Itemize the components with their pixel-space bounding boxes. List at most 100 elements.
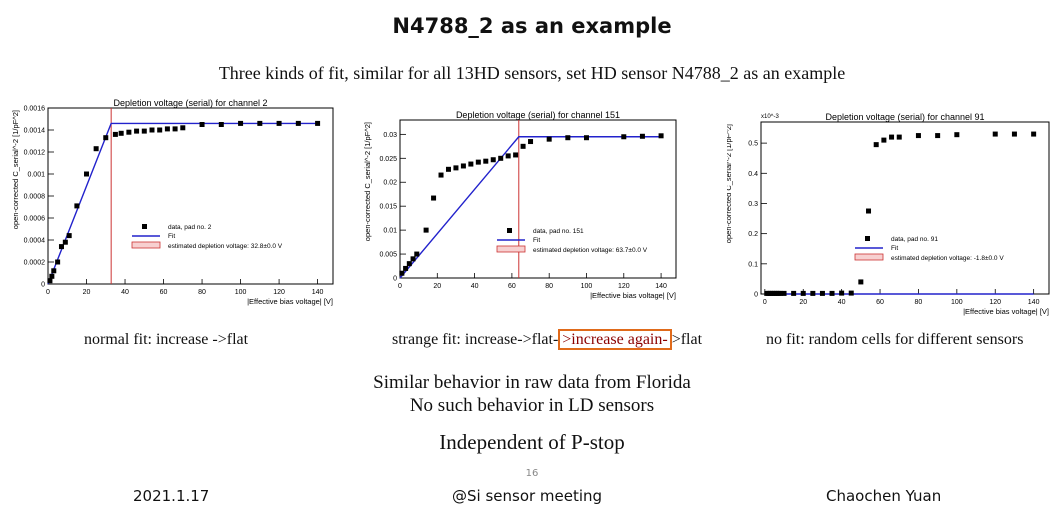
y-axis-label: open-corrected C_serial^-2 [1/pF^2] (727, 124, 733, 243)
data-point (513, 152, 519, 158)
legend-label-fit: Fit (891, 245, 898, 252)
data-point (93, 146, 99, 152)
x-tick-label: 20 (433, 283, 441, 290)
x-tick-label: 80 (198, 289, 206, 296)
note-ld-sensors: No such behavior in LD sensors (409, 395, 655, 416)
legend-marker-depletion (854, 253, 884, 261)
chart-svg-channel-91: Depletion voltage (serial) for channel 9… (727, 112, 1050, 316)
chart-channel-91: Depletion voltage (serial) for channel 9… (727, 110, 1057, 318)
legend-label-depletion: estimated depletion voltage: 63.7±0.0 V (533, 247, 648, 254)
caption-no-fit: no fit: random cells for different senso… (766, 331, 1024, 348)
x-tick-label: 20 (799, 299, 807, 306)
x-axis-label: |Effective bias voltage| [V] (590, 291, 676, 300)
data-point (528, 139, 534, 145)
chart-title: Depletion voltage (serial) for channel 2 (113, 98, 267, 108)
data-point (399, 270, 405, 276)
chart-channel-2: Depletion voltage (serial) for channel 2… (4, 96, 344, 314)
data-point (896, 134, 902, 140)
data-point (238, 120, 244, 126)
data-point (639, 133, 645, 139)
data-point (889, 134, 895, 140)
data-point (445, 166, 451, 172)
data-point (414, 251, 420, 257)
plot-frame (399, 119, 677, 279)
y-tick-label: 0.0014 (24, 128, 46, 135)
page-title: N4788_2 as an example (392, 14, 672, 38)
data-point (583, 135, 589, 141)
legend-marker-depletion (131, 241, 161, 249)
x-tick-label: 140 (312, 289, 324, 296)
y-tick-label: 0.0016 (24, 106, 46, 113)
data-point (800, 290, 806, 296)
chart-svg-channel-151: Depletion voltage (serial) for channel 1… (364, 110, 677, 300)
y-tick-label: 0.1 (748, 261, 758, 268)
data-point (1031, 131, 1037, 137)
data-point (84, 171, 90, 177)
data-point (992, 131, 998, 137)
x-tick-label: 0 (46, 289, 50, 296)
data-point (819, 290, 825, 296)
data-point (423, 227, 429, 233)
x-tick-label: 120 (273, 289, 285, 296)
chart-title: Depletion voltage (serial) for channel 9… (825, 112, 984, 122)
data-point (66, 233, 72, 239)
data-point (112, 131, 118, 137)
x-tick-label: 100 (951, 299, 963, 306)
y-tick-label: 0.4 (748, 171, 758, 178)
page-subtitle: Three kinds of fit, similar for all 13HD… (218, 63, 846, 83)
plot-frame (760, 121, 1050, 295)
data-point (565, 135, 571, 141)
data-point (935, 133, 941, 139)
chart-channel-151: Depletion voltage (serial) for channel 1… (364, 104, 689, 304)
chart-svg-channel-2: Depletion voltage (serial) for channel 2… (11, 98, 334, 306)
x-tick-label: 120 (618, 283, 630, 290)
data-point (839, 290, 845, 296)
y-axis-label: open-corrected C_serial^-2 [1/pF^2] (11, 110, 20, 229)
data-point (475, 159, 481, 165)
data-point (149, 127, 155, 133)
data-point (134, 128, 140, 134)
y-tick-label: 0.0012 (24, 150, 46, 157)
y-tick-label: 0.0004 (24, 238, 46, 245)
y-tick-label: 0.2 (748, 231, 758, 238)
x-axis-label: |Effective bias voltage| [V] (247, 297, 333, 306)
x-tick-label: 140 (1028, 299, 1040, 306)
data-point (873, 142, 879, 148)
y-tick-label: 0.02 (383, 180, 397, 187)
data-point (848, 290, 854, 296)
x-tick-label: 80 (915, 299, 923, 306)
y-tick-label: 0.5 (748, 141, 758, 148)
y-tick-label: 0 (754, 292, 758, 299)
data-point (164, 126, 170, 132)
legend-marker-data (142, 224, 147, 229)
legend-label-fit: Fit (533, 237, 540, 244)
data-point (498, 155, 504, 161)
legend-label-data: data, pad no. 2 (168, 224, 212, 231)
data-point (453, 165, 459, 171)
caption-strange-suffix: >flat (671, 331, 703, 348)
y-tick-label: 0.0006 (24, 216, 46, 223)
y-tick-label: 0.001 (27, 172, 45, 179)
x-tick-label: 40 (838, 299, 846, 306)
y-scale-label: x10^-3 (761, 114, 779, 120)
x-tick-label: 100 (581, 283, 593, 290)
data-point (276, 120, 282, 126)
x-tick-label: 140 (655, 283, 667, 290)
data-point (403, 265, 409, 271)
data-point (257, 120, 263, 126)
x-tick-label: 120 (989, 299, 1001, 306)
data-point (915, 133, 921, 139)
data-point (858, 279, 864, 285)
caption-strange-highlight: >increase again- (558, 329, 672, 350)
fit-line (399, 136, 662, 279)
y-tick-label: 0.03 (383, 132, 397, 139)
footer-meeting: @Si sensor meeting (452, 487, 603, 505)
footer-date: 2021.1.17 (133, 487, 210, 505)
y-tick-label: 0.3 (748, 201, 758, 208)
data-point (47, 278, 53, 284)
y-axis-label: open-corrected C_serial^-2 [1/pF^2] (364, 122, 372, 241)
note-florida: Similar behavior in raw data from Florid… (373, 372, 691, 393)
x-tick-label: 80 (545, 283, 553, 290)
data-point (410, 256, 416, 262)
page-number: 16 (525, 468, 539, 479)
